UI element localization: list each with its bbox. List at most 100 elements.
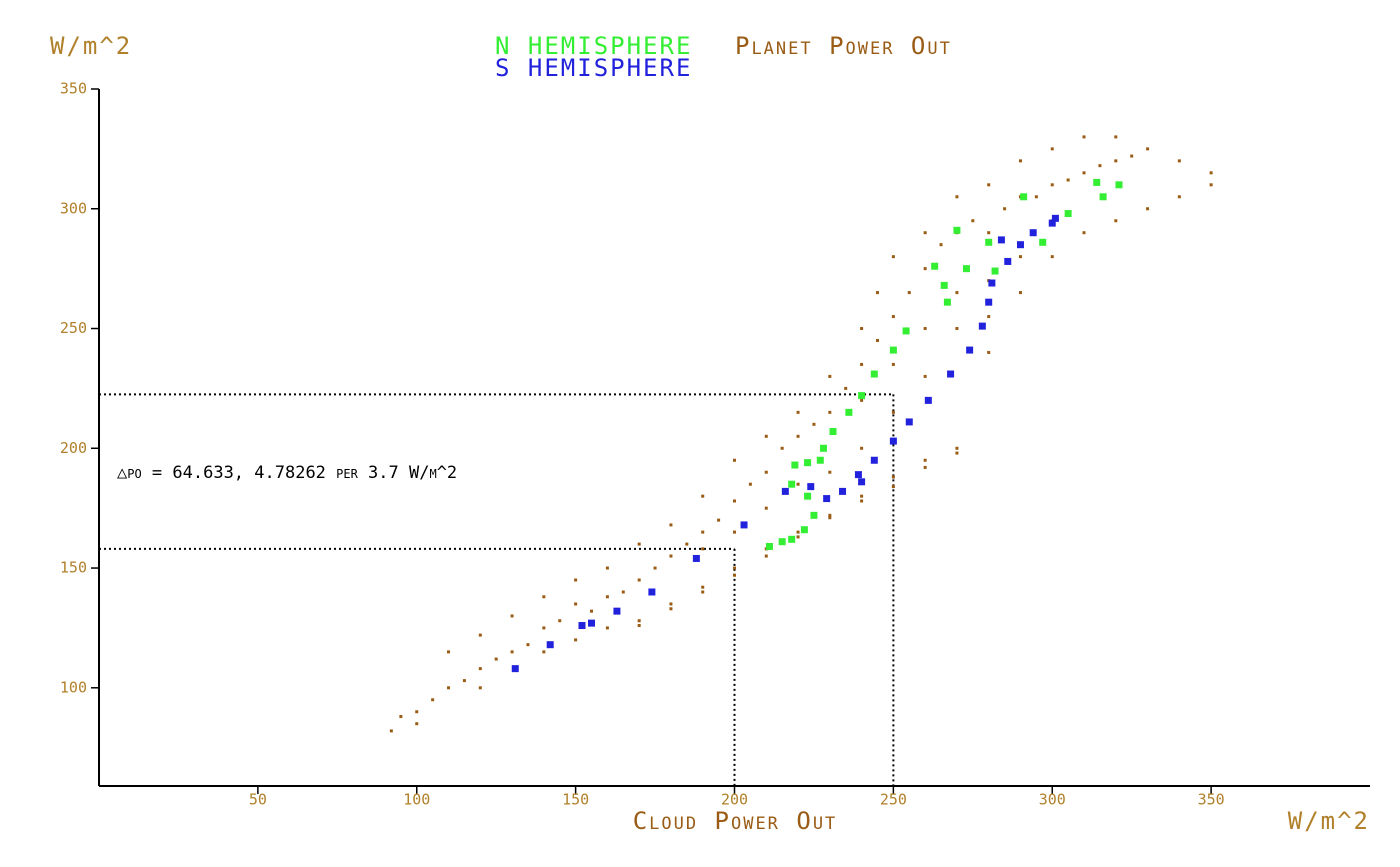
point [889, 346, 897, 354]
point [478, 667, 482, 671]
point [788, 480, 796, 488]
point [1146, 207, 1150, 211]
point [1050, 255, 1054, 259]
point [844, 386, 848, 390]
x-axis-label: Cloud Power Out [633, 807, 838, 835]
point [1177, 159, 1181, 163]
point [781, 487, 789, 495]
point [588, 619, 596, 627]
point [953, 226, 961, 234]
point [462, 679, 466, 683]
point [923, 327, 927, 331]
point [923, 458, 927, 462]
point [701, 585, 705, 589]
point [1034, 195, 1038, 199]
point [780, 446, 784, 450]
point [987, 350, 991, 354]
point [733, 530, 736, 534]
point [939, 243, 943, 247]
point [415, 710, 419, 714]
point [494, 657, 498, 661]
point [955, 446, 959, 450]
point [860, 494, 864, 498]
point [764, 470, 768, 474]
y-tick-label: 250 [60, 319, 87, 337]
point [1064, 210, 1072, 218]
point [605, 626, 609, 630]
point [1051, 214, 1059, 222]
point [860, 362, 864, 366]
point [778, 538, 786, 546]
point [1093, 178, 1101, 186]
point [891, 362, 895, 366]
point [447, 650, 451, 654]
point [870, 456, 878, 464]
point [907, 291, 911, 295]
point [791, 461, 799, 469]
point [1018, 255, 1022, 259]
point [828, 516, 832, 520]
point [812, 422, 816, 426]
point [987, 231, 991, 235]
point [923, 374, 927, 378]
point [828, 513, 832, 517]
point [1082, 135, 1086, 139]
point [637, 619, 641, 623]
point [891, 410, 895, 414]
point [1099, 193, 1107, 201]
point [971, 219, 975, 223]
x-tick-label: 150 [562, 791, 589, 809]
point [1130, 154, 1134, 158]
point [858, 478, 866, 486]
point [988, 279, 996, 287]
point [829, 428, 837, 436]
point [510, 650, 514, 654]
point [1209, 171, 1213, 175]
point [1209, 183, 1213, 187]
point [854, 471, 862, 479]
point [860, 327, 864, 331]
y-tick-label: 150 [60, 559, 87, 577]
legend-n: N HEMISPHERE [495, 32, 692, 60]
point [819, 444, 827, 452]
point [947, 370, 955, 378]
point [1020, 193, 1028, 201]
x-tick-label: 250 [880, 791, 907, 809]
point [701, 530, 705, 534]
point [955, 327, 959, 331]
y-tick-label: 350 [60, 80, 87, 98]
chart-title: Planet Power Out [735, 32, 952, 60]
point [955, 195, 959, 199]
point [1082, 171, 1086, 175]
point [796, 535, 800, 539]
point [701, 590, 705, 594]
point [765, 542, 773, 550]
point [924, 396, 932, 404]
point [574, 578, 578, 582]
point [955, 451, 959, 455]
point [940, 281, 948, 289]
point [669, 602, 673, 606]
point [431, 698, 435, 702]
point [1048, 219, 1056, 227]
point [526, 643, 530, 647]
x-unit-label: W/m^2 [1288, 807, 1370, 835]
point [997, 236, 1005, 244]
point [1146, 147, 1150, 151]
point [542, 595, 546, 599]
point [987, 315, 991, 319]
point [875, 291, 879, 295]
point [966, 346, 974, 354]
point [685, 542, 689, 546]
y-axis-label: W/m^2 [50, 32, 132, 60]
y-tick-label: 200 [60, 439, 87, 457]
y-tick-label: 100 [60, 678, 87, 696]
point [669, 607, 673, 611]
point [590, 609, 594, 613]
point [807, 483, 815, 491]
point [701, 494, 705, 498]
point [717, 518, 721, 522]
point [858, 392, 866, 400]
point [1082, 231, 1086, 235]
